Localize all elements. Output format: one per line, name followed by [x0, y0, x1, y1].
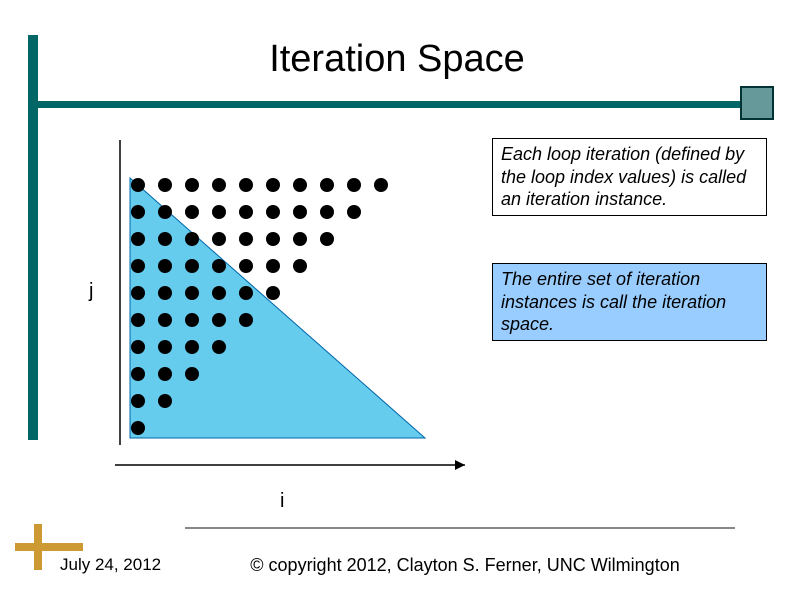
box1-tail: .: [662, 189, 667, 209]
footer-cross-h: [15, 543, 83, 551]
axis-label-j: j: [89, 280, 93, 303]
box2-tail: .: [549, 314, 554, 334]
title-underline: [38, 101, 763, 108]
box2-text: The entire set of iteration instances is…: [501, 269, 726, 334]
iteration-instance-box: Each loop iteration (defined by the loop…: [492, 138, 767, 216]
iteration-space-box: The entire set of iteration instances is…: [492, 263, 767, 341]
box1-em: iteration instance: [526, 189, 662, 209]
axis-label-i: i: [280, 490, 284, 513]
footer-rule: [185, 527, 735, 529]
page-title: Iteration Space: [0, 38, 794, 81]
box1-text: Each loop iteration (defined by the loop…: [501, 144, 746, 209]
left-accent-bar: [28, 35, 38, 440]
footer-copyright: © copyright 2012, Clayton S. Ferner, UNC…: [205, 555, 725, 576]
iteration-space-chart: [95, 140, 470, 480]
footer-date: July 24, 2012: [60, 555, 161, 575]
title-square: [740, 86, 774, 120]
